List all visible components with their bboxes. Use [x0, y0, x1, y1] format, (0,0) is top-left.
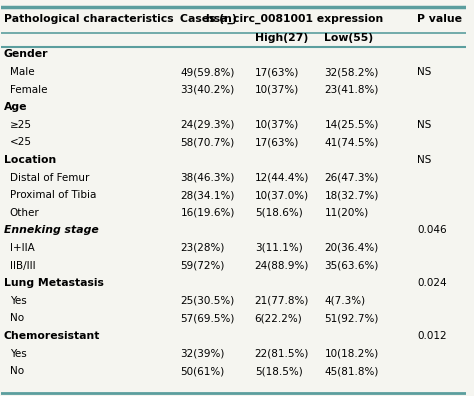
- Text: 10(37.0%): 10(37.0%): [255, 190, 309, 200]
- Text: I+IIA: I+IIA: [10, 243, 35, 253]
- Text: 0.012: 0.012: [418, 331, 447, 341]
- Text: 45(81.8%): 45(81.8%): [324, 366, 379, 376]
- Text: 11(20%): 11(20%): [324, 208, 369, 218]
- Text: 10(37%): 10(37%): [255, 120, 299, 130]
- Text: Enneking stage: Enneking stage: [4, 225, 99, 235]
- Text: P value: P value: [418, 14, 462, 24]
- Text: 18(32.7%): 18(32.7%): [324, 190, 379, 200]
- Text: 32(39%): 32(39%): [180, 348, 225, 358]
- Text: 28(34.1%): 28(34.1%): [180, 190, 235, 200]
- Text: Pathological characteristics: Pathological characteristics: [4, 14, 173, 24]
- Text: 24(29.3%): 24(29.3%): [180, 120, 235, 130]
- Text: <25: <25: [10, 137, 32, 147]
- Text: 25(30.5%): 25(30.5%): [180, 296, 235, 306]
- Text: 38(46.3%): 38(46.3%): [180, 173, 235, 183]
- Text: Distal of Femur: Distal of Femur: [10, 173, 89, 183]
- Text: Location: Location: [4, 155, 56, 165]
- Text: 50(61%): 50(61%): [180, 366, 225, 376]
- Text: Yes: Yes: [10, 296, 27, 306]
- Text: No: No: [10, 313, 24, 324]
- Text: 23(28%): 23(28%): [180, 243, 225, 253]
- Text: 32(58.2%): 32(58.2%): [324, 67, 379, 77]
- Text: Lung Metastasis: Lung Metastasis: [4, 278, 104, 288]
- Text: 57(69.5%): 57(69.5%): [180, 313, 235, 324]
- Text: 5(18.6%): 5(18.6%): [255, 208, 302, 218]
- Text: No: No: [10, 366, 24, 376]
- Text: Male: Male: [10, 67, 35, 77]
- Text: 0.024: 0.024: [418, 278, 447, 288]
- Text: 0.046: 0.046: [418, 225, 447, 235]
- Text: 24(88.9%): 24(88.9%): [255, 261, 309, 270]
- Text: High(27): High(27): [255, 33, 308, 43]
- Text: Female: Female: [10, 85, 47, 95]
- Text: 17(63%): 17(63%): [255, 67, 299, 77]
- Text: 5(18.5%): 5(18.5%): [255, 366, 302, 376]
- Text: Proximal of Tibia: Proximal of Tibia: [10, 190, 96, 200]
- Text: Age: Age: [4, 102, 27, 112]
- Text: Gender: Gender: [4, 50, 48, 59]
- Text: 17(63%): 17(63%): [255, 137, 299, 147]
- Text: 33(40.2%): 33(40.2%): [180, 85, 235, 95]
- Text: 59(72%): 59(72%): [180, 261, 225, 270]
- Text: 21(77.8%): 21(77.8%): [255, 296, 309, 306]
- Text: Cases (n): Cases (n): [180, 14, 237, 24]
- Text: 6(22.2%): 6(22.2%): [255, 313, 302, 324]
- Text: IIB/III: IIB/III: [10, 261, 36, 270]
- Text: 3(11.1%): 3(11.1%): [255, 243, 302, 253]
- Text: 4(7.3%): 4(7.3%): [324, 296, 365, 306]
- Text: 10(18.2%): 10(18.2%): [324, 348, 379, 358]
- Text: 14(25.5%): 14(25.5%): [324, 120, 379, 130]
- Text: 16(19.6%): 16(19.6%): [180, 208, 235, 218]
- Text: Yes: Yes: [10, 348, 27, 358]
- Text: 12(44.4%): 12(44.4%): [255, 173, 309, 183]
- Text: 35(63.6%): 35(63.6%): [324, 261, 379, 270]
- Text: Other: Other: [10, 208, 39, 218]
- Text: 23(41.8%): 23(41.8%): [324, 85, 379, 95]
- Text: 58(70.7%): 58(70.7%): [180, 137, 235, 147]
- Text: 41(74.5%): 41(74.5%): [324, 137, 379, 147]
- Text: ≥25: ≥25: [10, 120, 32, 130]
- Text: NS: NS: [418, 120, 432, 130]
- Text: 49(59.8%): 49(59.8%): [180, 67, 235, 77]
- Text: NS: NS: [418, 67, 432, 77]
- Text: NS: NS: [418, 155, 432, 165]
- Text: hsa_circ_0081001 expression: hsa_circ_0081001 expression: [206, 14, 383, 24]
- Text: 10(37%): 10(37%): [255, 85, 299, 95]
- Text: 51(92.7%): 51(92.7%): [324, 313, 379, 324]
- Text: 20(36.4%): 20(36.4%): [324, 243, 379, 253]
- Text: 26(47.3%): 26(47.3%): [324, 173, 379, 183]
- Text: 22(81.5%): 22(81.5%): [255, 348, 309, 358]
- Text: Chemoresistant: Chemoresistant: [4, 331, 100, 341]
- Text: Low(55): Low(55): [324, 33, 374, 43]
